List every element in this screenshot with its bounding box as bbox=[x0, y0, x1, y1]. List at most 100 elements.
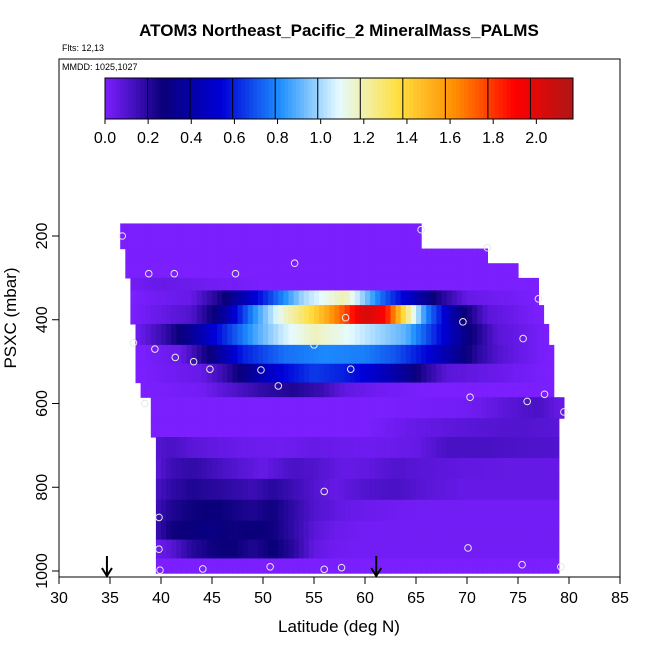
heatmap-cell bbox=[405, 499, 412, 522]
heatmap-cell bbox=[176, 437, 182, 459]
heatmap-cell bbox=[375, 382, 381, 398]
heatmap-cell bbox=[212, 478, 218, 501]
heatmap-cell bbox=[161, 363, 167, 384]
heatmap-cell bbox=[395, 418, 402, 438]
heatmap-cell bbox=[186, 277, 193, 292]
heatmap-cell bbox=[400, 382, 407, 398]
heatmap-cell bbox=[303, 323, 310, 346]
heatmap-cell bbox=[421, 382, 427, 398]
heatmap-cell bbox=[252, 344, 259, 365]
heatmap-cell bbox=[390, 305, 397, 325]
heatmap-cell bbox=[375, 558, 381, 574]
heatmap-cell bbox=[375, 248, 381, 264]
heatmap-cell bbox=[155, 539, 162, 560]
heatmap-cell bbox=[329, 223, 335, 250]
heatmap-cell bbox=[237, 344, 244, 365]
heatmap-cell bbox=[477, 344, 483, 365]
heatmap-cell bbox=[349, 290, 356, 306]
heatmap-cell bbox=[308, 248, 315, 264]
heatmap-cell bbox=[390, 437, 397, 459]
heatmap-cell bbox=[217, 323, 223, 346]
heatmap-cell bbox=[421, 418, 427, 438]
heatmap-cell bbox=[421, 363, 427, 384]
heatmap-cell bbox=[257, 344, 264, 365]
heatmap-cell bbox=[329, 277, 335, 292]
heatmap-cell bbox=[252, 277, 259, 292]
heatmap-cell bbox=[171, 539, 177, 560]
colorbar-segment bbox=[339, 78, 344, 119]
heatmap-cell bbox=[181, 248, 188, 264]
observation-point bbox=[199, 565, 207, 573]
heatmap-cell bbox=[196, 344, 203, 365]
heatmap-cell bbox=[523, 418, 529, 438]
heatmap-cell bbox=[217, 344, 223, 365]
heatmap-cell bbox=[339, 437, 346, 459]
heatmap-cell bbox=[308, 558, 315, 574]
heatmap-cell bbox=[507, 290, 514, 306]
heatmap-cell bbox=[242, 520, 249, 541]
colorbar-segment bbox=[179, 78, 184, 119]
heatmap-cell bbox=[206, 558, 213, 574]
heatmap-cell bbox=[334, 263, 341, 279]
heatmap-cell bbox=[426, 344, 432, 365]
heatmap-cell bbox=[273, 323, 279, 346]
heatmap-cell bbox=[523, 290, 529, 306]
heatmap-cell bbox=[426, 520, 432, 541]
colorbar-segment bbox=[393, 78, 398, 119]
colorbar-ticks: 0.0 0.2 0.4 0.6 0.8 1.0 1.2 1.4 1.6 1.8 2.0 bbox=[94, 119, 548, 147]
heatmap-cell bbox=[390, 248, 397, 264]
heatmap-cell bbox=[247, 382, 254, 398]
colorbar-tick-label: 1.2 bbox=[353, 130, 375, 147]
heatmap-cell bbox=[349, 397, 356, 419]
heatmap-cell bbox=[497, 277, 504, 292]
heatmap-cell bbox=[528, 305, 534, 325]
heatmap-cell bbox=[416, 539, 422, 560]
heatmap-cell bbox=[354, 363, 361, 384]
heatmap-cell bbox=[181, 344, 188, 365]
x-tick-label: 55 bbox=[305, 590, 323, 607]
observation-point bbox=[459, 318, 467, 326]
heatmap-cell bbox=[487, 290, 494, 306]
heatmap-cell bbox=[538, 418, 545, 438]
x-tick-label: 40 bbox=[152, 590, 170, 607]
heatmap-cell bbox=[191, 558, 198, 574]
observation-point bbox=[523, 397, 531, 406]
heatmap-cell bbox=[247, 539, 254, 560]
heatmap-cell bbox=[410, 457, 417, 480]
heatmap-cell bbox=[268, 290, 274, 306]
heatmap-cell bbox=[242, 344, 249, 365]
heatmap-cell bbox=[206, 344, 213, 365]
heatmap-cell bbox=[359, 323, 366, 346]
heatmap-cell bbox=[237, 277, 244, 292]
heatmap-cell bbox=[308, 457, 315, 480]
heatmap-cell bbox=[212, 520, 218, 541]
heatmap-cell bbox=[191, 305, 198, 325]
colorbar-segment bbox=[331, 78, 336, 119]
heatmap-cell bbox=[375, 363, 381, 384]
heatmap-cell bbox=[201, 248, 208, 264]
heatmap-cell bbox=[451, 323, 458, 346]
heatmap-cell bbox=[293, 558, 300, 574]
heatmap-cell bbox=[533, 363, 539, 384]
heatmap-cell bbox=[150, 418, 157, 438]
heatmap-cell bbox=[308, 277, 315, 292]
colorbar-segment bbox=[487, 78, 492, 119]
heatmap-cell bbox=[308, 363, 315, 384]
heatmap-cell bbox=[191, 363, 198, 384]
heatmap-cell bbox=[288, 539, 295, 560]
heatmap-cell bbox=[354, 382, 361, 398]
heatmap-cell bbox=[196, 277, 203, 292]
heatmap-cell bbox=[324, 248, 330, 264]
heatmap-cell bbox=[395, 457, 402, 480]
heatmap-cell bbox=[201, 363, 208, 384]
heatmap-cell bbox=[502, 323, 509, 346]
heatmap-cell bbox=[237, 363, 244, 384]
heatmap-cell bbox=[416, 277, 422, 292]
heatmap-cell bbox=[487, 558, 494, 574]
heatmap-cell bbox=[191, 277, 198, 292]
heatmap-cell bbox=[217, 223, 223, 250]
heatmap-cell bbox=[523, 539, 529, 560]
x-tick-label: 30 bbox=[50, 590, 68, 607]
heatmap-cell bbox=[314, 520, 320, 541]
heatmap-cell bbox=[410, 558, 417, 574]
